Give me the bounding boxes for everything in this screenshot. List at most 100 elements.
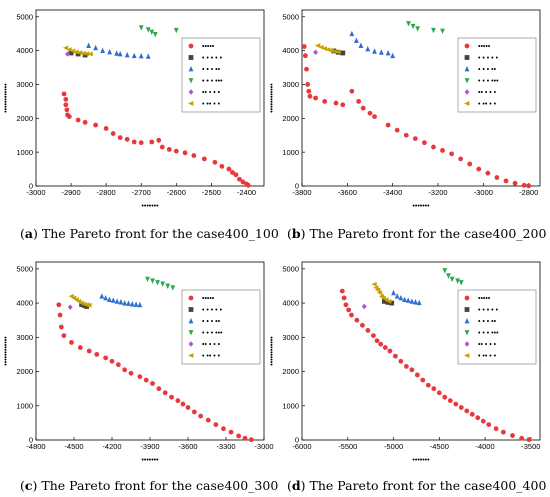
data-point xyxy=(381,298,387,304)
y-tick-label: 3000 xyxy=(282,80,299,89)
y-tick-label: 1000 xyxy=(282,148,299,157)
legend-label: • • • •• xyxy=(478,319,497,326)
data-point xyxy=(86,348,92,354)
legend-marker xyxy=(188,307,194,312)
legend: ••••• • • • • • • • • •• • • • ••• •• • • • •… xyxy=(181,37,261,113)
data-point xyxy=(382,345,388,350)
data-point xyxy=(118,299,124,305)
x-tick-label: -2400 xyxy=(237,188,256,197)
legend-marker xyxy=(188,341,194,347)
data-point xyxy=(333,100,339,106)
x-tick-label: -2900 xyxy=(61,188,80,197)
x-tick-label: -5000 xyxy=(384,442,403,451)
data-point xyxy=(458,280,464,286)
data-point xyxy=(170,285,176,291)
legend: ••••• • • • • • • • • •• • • • ••• •• • • • •… xyxy=(457,37,537,113)
data-point xyxy=(169,394,174,400)
legend-label: • • • ••• xyxy=(202,330,223,337)
y-tick-label: 2000 xyxy=(16,114,33,123)
data-point xyxy=(405,297,411,303)
data-point xyxy=(185,405,191,410)
data-point xyxy=(493,426,499,432)
data-point xyxy=(412,136,418,142)
legend-label: ••••• xyxy=(478,296,491,303)
x-tick-label: -2600 xyxy=(167,188,186,197)
data-point xyxy=(360,105,366,111)
data-point xyxy=(165,283,171,289)
data-point xyxy=(376,290,383,296)
data-point xyxy=(360,322,365,328)
data-point xyxy=(137,301,143,308)
data-point xyxy=(213,422,219,427)
data-point xyxy=(93,122,99,128)
data-point xyxy=(409,298,415,304)
data-point xyxy=(392,353,398,359)
x-tick-label: -2500 xyxy=(202,188,221,197)
legend-marker xyxy=(464,89,470,95)
series-1 xyxy=(381,298,395,306)
data-point xyxy=(440,28,445,34)
data-point xyxy=(414,372,420,378)
data-point xyxy=(83,302,90,308)
data-point xyxy=(425,382,431,388)
y-axis-label: •••••••••••• xyxy=(3,83,10,113)
legend-label: • • • ••• xyxy=(478,330,499,337)
data-point xyxy=(107,48,113,55)
data-point xyxy=(365,328,371,333)
data-point xyxy=(519,435,525,441)
data-point xyxy=(114,298,120,304)
y-tick-label: 4000 xyxy=(16,46,33,55)
data-point xyxy=(126,300,131,306)
data-point xyxy=(314,43,321,48)
legend-marker xyxy=(188,295,194,301)
caption-d: (d) The Pareto front for the case400_400 xyxy=(287,478,546,493)
series-0 xyxy=(339,288,532,443)
caption-b: (b) The Pareto front for the case400_200 xyxy=(287,226,546,241)
data-point xyxy=(129,301,135,307)
data-point xyxy=(387,348,393,354)
scatter-plot-d: -6000 -5500 -5000 -4500 -4000 -3500 0 1000 2000 3… xyxy=(269,261,540,464)
series-5 xyxy=(68,293,92,308)
x-tick-label: -3600 xyxy=(178,442,197,451)
data-point xyxy=(449,151,454,157)
y-tick-label: 2000 xyxy=(16,367,33,376)
data-point xyxy=(131,139,137,145)
legend-box xyxy=(457,289,537,365)
data-point xyxy=(115,362,121,368)
data-point xyxy=(385,299,391,305)
legend-label: ••••• xyxy=(202,44,215,51)
data-point xyxy=(128,370,134,376)
data-point xyxy=(358,42,364,48)
legend-label: ••••• xyxy=(478,44,491,51)
y-tick-label: 5000 xyxy=(282,12,299,21)
series-0 xyxy=(301,44,532,189)
x-tick-label: -6000 xyxy=(292,442,311,451)
data-point xyxy=(403,364,409,369)
data-point xyxy=(510,433,515,438)
y-tick-label: 1000 xyxy=(282,401,299,410)
data-point xyxy=(166,147,172,152)
legend-label: • • • • • xyxy=(478,307,499,314)
series-2 xyxy=(391,289,422,306)
data-point xyxy=(431,386,437,392)
series-5 xyxy=(314,43,341,55)
data-point xyxy=(110,297,116,303)
data-point xyxy=(117,135,123,141)
data-point xyxy=(93,44,99,51)
data-point xyxy=(212,159,218,165)
scatter-plot-a: -3000 -2900 -2800 -2700 -2600 -2500 -2400 0 1000… xyxy=(3,9,265,210)
data-point xyxy=(346,307,352,313)
data-point xyxy=(485,170,491,176)
y-tick-label: 4000 xyxy=(282,299,299,308)
data-point xyxy=(464,408,470,414)
data-point xyxy=(349,312,354,318)
data-point xyxy=(103,126,109,131)
plot-frame xyxy=(301,9,541,187)
data-point xyxy=(301,44,307,49)
data-point xyxy=(389,300,395,306)
scatter-plot-b: -3800 -3600 -3400 -3200 -3000 -2800 0 1000 2000 3… xyxy=(269,9,541,210)
data-point xyxy=(398,358,404,364)
data-point xyxy=(340,102,346,108)
